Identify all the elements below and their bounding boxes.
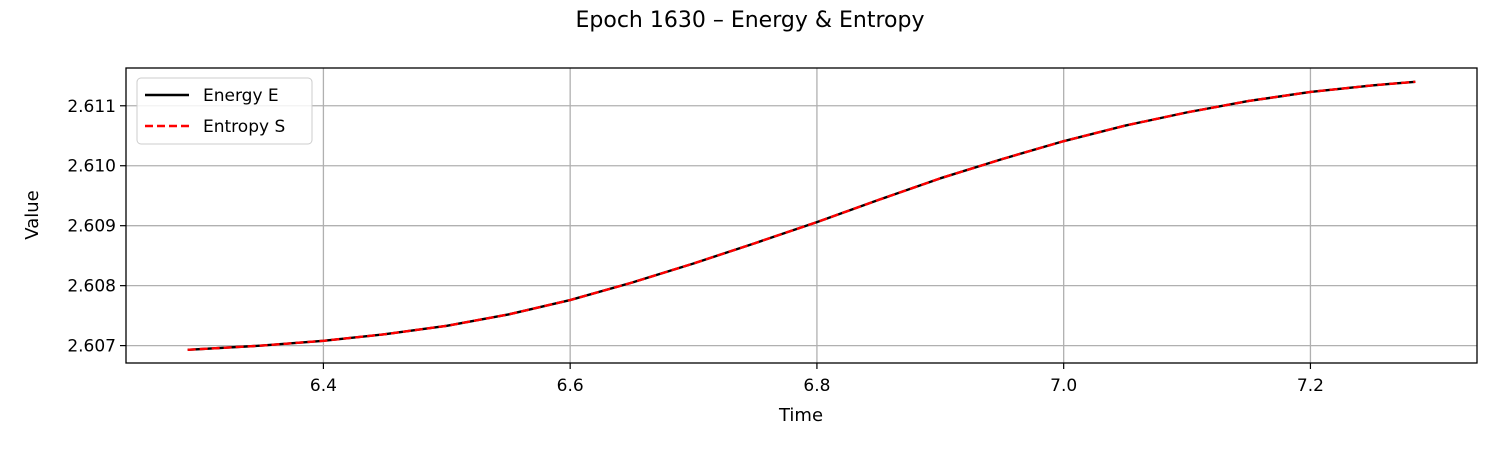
x-tick-label: 6.8	[803, 376, 830, 396]
x-tick-label: 6.6	[557, 376, 584, 396]
x-tick-label: 7.0	[1050, 376, 1077, 396]
series-lines	[187, 80, 1416, 352]
x-tick-label: 7.2	[1297, 376, 1324, 396]
y-tick-label: 2.608	[67, 277, 116, 297]
x-axis-ticks: 6.4 6.6 6.8 7.0 7.2	[310, 363, 1324, 396]
legend-label-energy: Energy E	[203, 86, 279, 106]
x-axis-label: Time	[778, 405, 823, 426]
plot-frame	[125, 67, 1478, 364]
series-line-entropy	[187, 80, 1416, 352]
y-tick-label: 2.607	[67, 337, 116, 357]
y-tick-label: 2.609	[67, 217, 116, 237]
chart-title: Epoch 1630 – Energy & Entropy	[576, 8, 925, 33]
gridlines	[126, 68, 1477, 363]
y-tick-label: 2.610	[67, 157, 116, 177]
x-tick-label: 6.4	[310, 376, 337, 396]
legend-label-entropy: Entropy S	[203, 117, 285, 137]
y-axis-label: Value	[22, 190, 43, 239]
legend: Energy E Entropy S	[136, 77, 313, 145]
y-axis-ticks: 2.607 2.608 2.609 2.610 2.611	[67, 97, 126, 357]
series-line-energy	[187, 80, 1416, 352]
y-tick-label: 2.611	[67, 97, 116, 117]
